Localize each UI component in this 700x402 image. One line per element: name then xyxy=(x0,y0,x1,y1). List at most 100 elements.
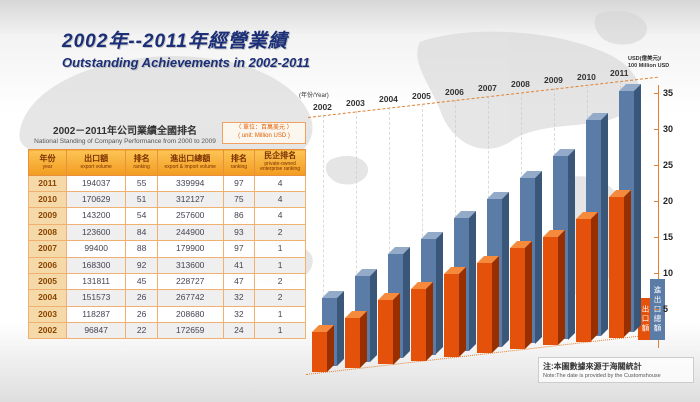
table-row: 2004 151573 26 267742 32 2 xyxy=(27,289,306,307)
column-header: 排名 ranking xyxy=(125,149,158,176)
source-note-en: Note:The date is provided by the Customs… xyxy=(543,373,661,379)
y-tick-label: 15 xyxy=(663,232,674,242)
export-volume-bar xyxy=(477,256,499,353)
y-tick-mark xyxy=(654,93,659,94)
chart-gridline xyxy=(323,115,324,372)
column-header: 民企排名 private-owned enterprise ranking xyxy=(254,149,306,176)
export-volume-bar xyxy=(378,292,400,365)
column-header: 排名 ranking xyxy=(222,149,256,176)
performance-table: 年份 year 出口額 export volume 排名 ranking 進出口總額 expo… xyxy=(27,149,306,340)
value-cell: 84 xyxy=(125,223,158,242)
value-cell: 151573 xyxy=(66,289,127,307)
y-tick-label: 30 xyxy=(663,124,674,134)
year-label: 2009 xyxy=(544,75,563,86)
export-volume-bar xyxy=(543,230,565,346)
year-label: 2007 xyxy=(478,83,497,93)
table-row: 2008 123600 84 244900 93 2 xyxy=(27,223,306,242)
y-tick-mark xyxy=(654,273,659,274)
source-note-zh: 注:本圖數據來源于海關統計 xyxy=(543,362,642,371)
value-cell: 92 xyxy=(125,256,158,274)
value-cell: 75 xyxy=(222,191,256,209)
value-cell: 244900 xyxy=(156,223,224,242)
y-axis-title-line1: USD(億美元)/ xyxy=(628,56,662,62)
value-cell: 93 xyxy=(222,223,256,242)
value-cell: 123600 xyxy=(66,223,127,242)
y-tick-mark xyxy=(654,309,659,310)
table-row: 2007 99400 88 179900 97 1 xyxy=(27,240,306,258)
year-label: 2010 xyxy=(577,71,596,82)
year-label: 2008 xyxy=(511,79,530,90)
value-cell: 170629 xyxy=(66,191,127,209)
table-row: 2011 194037 55 339994 97 4 xyxy=(27,174,306,193)
value-cell: 313600 xyxy=(156,256,224,274)
chart-gridline xyxy=(422,103,423,361)
y-axis-line xyxy=(658,85,659,348)
year-cell: 2010 xyxy=(27,191,68,209)
value-cell: 96847 xyxy=(66,321,127,340)
y-tick-label: 5 xyxy=(663,304,669,314)
export-volume-bar xyxy=(345,310,367,369)
y-axis-title: USD(億美元)/ 100 Million USD xyxy=(628,56,696,70)
table-title: 2002－2011年公司業績全國排名 National Standing of … xyxy=(28,122,222,145)
table-row: 2002 96847 22 172659 24 1 xyxy=(27,321,306,340)
source-note: 注:本圖數據來源于海關統計 Note:The date is provided … xyxy=(538,357,694,383)
value-cell: 2 xyxy=(254,223,306,242)
year-cell: 2002 xyxy=(27,321,68,340)
chart-gridline xyxy=(389,107,390,365)
year-label: 2011 xyxy=(610,67,629,78)
performance-table-area: 2002－2011年公司業績全國排名 National Standing of … xyxy=(27,122,306,340)
value-cell: 172659 xyxy=(156,321,224,340)
column-header: 出口額 export volume xyxy=(66,149,127,176)
y-tick-mark xyxy=(654,201,659,202)
y-tick-mark xyxy=(654,165,659,166)
export-volume-bar xyxy=(411,281,433,361)
y-tick-label: 25 xyxy=(663,160,674,170)
chart-gridline xyxy=(356,111,357,369)
export-volume-bar xyxy=(609,190,631,338)
table-row: 2005 131811 45 228727 47 2 xyxy=(27,272,306,291)
export-volume-bar xyxy=(510,241,532,350)
value-cell: 1 xyxy=(254,256,306,274)
value-cell: 1 xyxy=(254,321,306,340)
export-volume-bar xyxy=(576,212,598,342)
export-volume-bar xyxy=(444,267,466,357)
value-cell: 26 xyxy=(125,289,158,307)
year-label: 2003 xyxy=(346,98,365,109)
value-cell: 168300 xyxy=(66,256,127,274)
value-cell: 2 xyxy=(254,289,306,307)
unit-note-en: ( unit: Million USD ) xyxy=(238,132,290,139)
y-tick-label: 20 xyxy=(663,196,674,206)
y-tick-label: 10 xyxy=(663,268,674,278)
year-cell: 2009 xyxy=(27,207,68,225)
year-cell: 2007 xyxy=(27,240,68,258)
y-axis-title-line2: 100 Million USD xyxy=(628,63,670,70)
year-cell: 2004 xyxy=(27,289,68,307)
unit-note: （ 單位：百萬美元 ） ( unit: Million USD ) xyxy=(222,122,306,144)
year-cell: 2003 xyxy=(27,305,68,323)
value-cell: 24 xyxy=(222,321,256,340)
year-label: 2004 xyxy=(379,94,398,105)
table-title-zh: 2002－2011年公司業績全國排名 xyxy=(53,126,197,137)
value-cell: 22 xyxy=(125,321,158,340)
table-title-en: National Standing of Company Performance… xyxy=(34,138,216,145)
title-zh: 2002年--2011年經營業績 xyxy=(62,31,288,52)
column-header: 進出口總額 export & import volume xyxy=(156,149,224,176)
year-cell: 2005 xyxy=(27,272,68,291)
year-label: 2005 xyxy=(412,90,431,101)
export-volume-bar xyxy=(312,325,334,372)
legend-export-volume: 出口額 xyxy=(638,297,653,340)
page-title: 2002年--2011年經營業績 Outstanding Achievement… xyxy=(62,26,310,70)
year-label: 2002 xyxy=(313,102,332,112)
table-row: 2006 168300 92 313600 41 1 xyxy=(27,256,306,274)
y-tick-mark xyxy=(654,129,659,130)
unit-note-zh: （ 單位：百萬美元 ） xyxy=(235,125,293,131)
x-axis-caption: (年份/Year) xyxy=(299,93,329,99)
y-tick-mark xyxy=(654,237,659,238)
title-en: Outstanding Achievements in 2002-2011 xyxy=(62,55,310,70)
column-header: 年份 year xyxy=(27,149,68,176)
year-label: 2006 xyxy=(445,86,464,97)
y-tick-label: 35 xyxy=(663,88,674,98)
